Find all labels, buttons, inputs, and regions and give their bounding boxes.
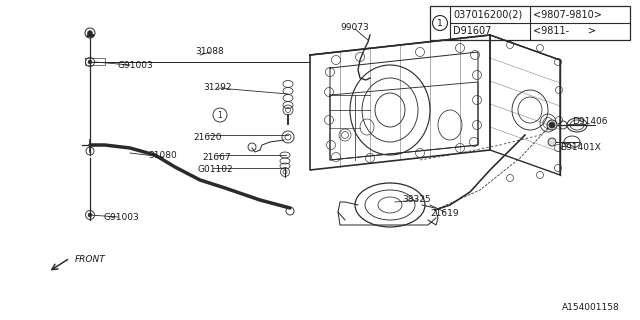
Circle shape: [549, 122, 555, 128]
Circle shape: [88, 60, 92, 64]
Text: 31088: 31088: [195, 47, 224, 57]
Text: G91003: G91003: [103, 213, 139, 222]
Circle shape: [548, 138, 556, 146]
Text: G01102: G01102: [198, 165, 234, 174]
Circle shape: [88, 213, 92, 217]
Text: 21620: 21620: [193, 132, 221, 141]
Text: 99073: 99073: [340, 22, 369, 31]
Text: B91401X: B91401X: [560, 143, 601, 153]
Circle shape: [547, 120, 557, 130]
Text: 037016200(2): 037016200(2): [453, 10, 522, 20]
Text: 21667: 21667: [202, 153, 230, 162]
Text: D91607: D91607: [453, 27, 492, 36]
Text: D91406: D91406: [572, 117, 607, 126]
Text: <9811-      >: <9811- >: [533, 27, 596, 36]
Text: G91003: G91003: [118, 60, 154, 69]
Text: 1: 1: [218, 110, 222, 119]
Text: 38325: 38325: [402, 196, 431, 204]
Text: <9807-9810>: <9807-9810>: [533, 10, 602, 20]
Circle shape: [88, 30, 93, 36]
Bar: [430, 6, 630, 40]
Text: 31292: 31292: [203, 84, 232, 92]
Text: A154001158: A154001158: [563, 303, 620, 312]
Text: 1: 1: [437, 19, 443, 28]
Text: FRONT: FRONT: [75, 255, 106, 265]
Text: 21619: 21619: [430, 209, 459, 218]
Text: 31080: 31080: [148, 150, 177, 159]
